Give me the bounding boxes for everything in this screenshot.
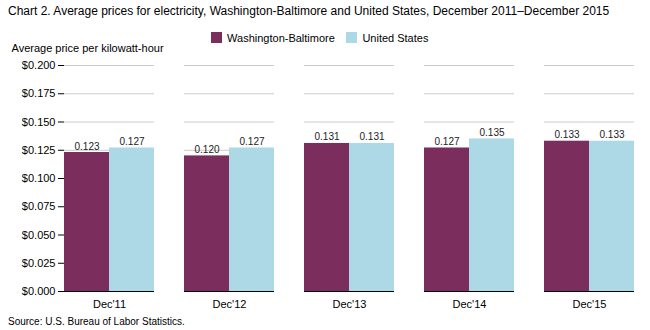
svg-text:$0.200: $0.200 bbox=[22, 59, 56, 71]
svg-text:Dec'14: Dec'14 bbox=[453, 298, 487, 310]
svg-text:0.133: 0.133 bbox=[554, 129, 579, 140]
svg-text:Dec'13: Dec'13 bbox=[333, 298, 367, 310]
svg-text:$0.100: $0.100 bbox=[22, 172, 56, 184]
svg-text:$0.125: $0.125 bbox=[22, 144, 56, 156]
svg-text:0.120: 0.120 bbox=[194, 144, 219, 155]
svg-text:0.131: 0.131 bbox=[359, 131, 384, 142]
svg-text:$0.025: $0.025 bbox=[22, 257, 56, 269]
svg-text:$0.150: $0.150 bbox=[22, 116, 56, 128]
svg-text:Dec'15: Dec'15 bbox=[573, 298, 607, 310]
html-text:Chart 2. Average prices for el: Chart 2. Average prices for electricity,… bbox=[8, 4, 610, 18]
svg-text:Average price per kilowatt-hou: Average price per kilowatt-hour bbox=[12, 42, 164, 54]
svg-text:$0.050: $0.050 bbox=[22, 229, 56, 241]
svg-text:0.127: 0.127 bbox=[119, 136, 144, 147]
svg-text:0.133: 0.133 bbox=[599, 129, 624, 140]
svg-text:$0.000: $0.000 bbox=[22, 285, 56, 297]
svg-text:$0.075: $0.075 bbox=[22, 200, 56, 212]
html-text:Washington-Baltimore: Washington-Baltimore bbox=[227, 31, 335, 44]
svg-text:Dec'11: Dec'11 bbox=[93, 298, 126, 310]
svg-text:0.123: 0.123 bbox=[74, 141, 99, 152]
svg-text:$0.175: $0.175 bbox=[22, 87, 56, 99]
svg-text:0.131: 0.131 bbox=[314, 131, 339, 142]
svg-text:Dec'12: Dec'12 bbox=[213, 298, 247, 310]
svg-text:0.127: 0.127 bbox=[434, 136, 459, 147]
html-text:United States: United States bbox=[362, 31, 429, 44]
svg-text:0.127: 0.127 bbox=[239, 136, 264, 147]
svg-text:0.135: 0.135 bbox=[479, 127, 504, 138]
html-text:Source: U.S. Bureau of Labor S: Source: U.S. Bureau of Labor Statistics. bbox=[8, 316, 185, 327]
